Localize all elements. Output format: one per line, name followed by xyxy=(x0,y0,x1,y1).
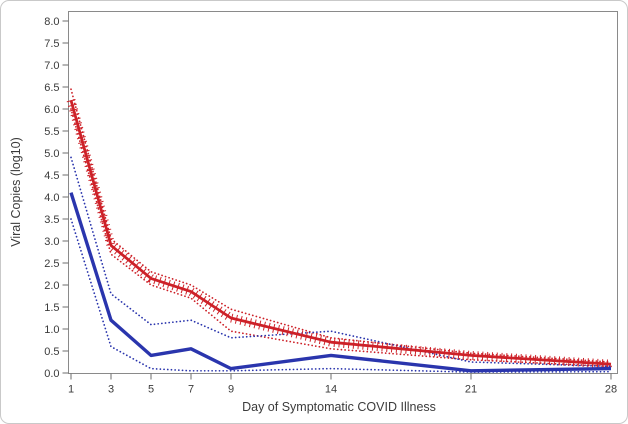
x-tick-label: 9 xyxy=(228,384,234,396)
y-tick-label: 1.5 xyxy=(44,302,59,314)
y-tick-label: 3.0 xyxy=(44,236,59,248)
x-tick-label: 3 xyxy=(108,384,114,396)
y-tick-label: 5.5 xyxy=(44,126,59,138)
x-tick-label: 28 xyxy=(605,384,617,396)
series-line-blue-lower-ci xyxy=(70,218,612,373)
axis-ticks: 8.0 7.5 7.0 6.5 6.0 5.5 5.0 4.5 4.0 3.5 3.0 2.5 2.0 1… xyxy=(44,16,617,396)
series-line-blue-mean xyxy=(69,192,612,373)
y-tick-label: 4.0 xyxy=(44,192,59,204)
y-tick-label: 2.5 xyxy=(44,258,59,270)
x-tick-label: 5 xyxy=(148,384,154,396)
x-tick-label: 1 xyxy=(68,384,74,396)
y-tick-label: 1.0 xyxy=(44,324,59,336)
y-tick-label: 0.0 xyxy=(44,368,59,380)
y-tick-label: 6.0 xyxy=(44,104,59,116)
y-tick-label: 0.5 xyxy=(44,346,59,358)
series-hatch-red-mean xyxy=(66,99,612,369)
series-line-red-lower-ci xyxy=(70,108,612,368)
y-tick-label: 7.0 xyxy=(44,60,59,72)
x-axis-title: Day of Symptomatic COVID Illness xyxy=(242,400,436,414)
y-tick-label: 8.0 xyxy=(44,16,59,28)
series-line-blue-upper-ci xyxy=(70,156,612,368)
plot-area-border xyxy=(68,11,618,374)
y-tick-label: 2.0 xyxy=(44,280,59,292)
x-tick-label: 7 xyxy=(188,384,194,396)
plot-frame xyxy=(68,11,618,374)
y-tick-label: 6.5 xyxy=(44,82,59,94)
y-tick-label: 3.5 xyxy=(44,214,59,226)
x-tick-label: 14 xyxy=(325,384,337,396)
series-line-red-upper-ci xyxy=(70,88,612,363)
y-axis-title: Viral Copies (log10) xyxy=(9,137,23,247)
y-tick-label: 7.5 xyxy=(44,38,59,50)
series-line-red-mean xyxy=(69,99,612,366)
data-series xyxy=(66,88,612,373)
x-tick-label: 21 xyxy=(465,384,477,396)
y-tick-label: 5.0 xyxy=(44,148,59,160)
y-tick-label: 4.5 xyxy=(44,170,59,182)
